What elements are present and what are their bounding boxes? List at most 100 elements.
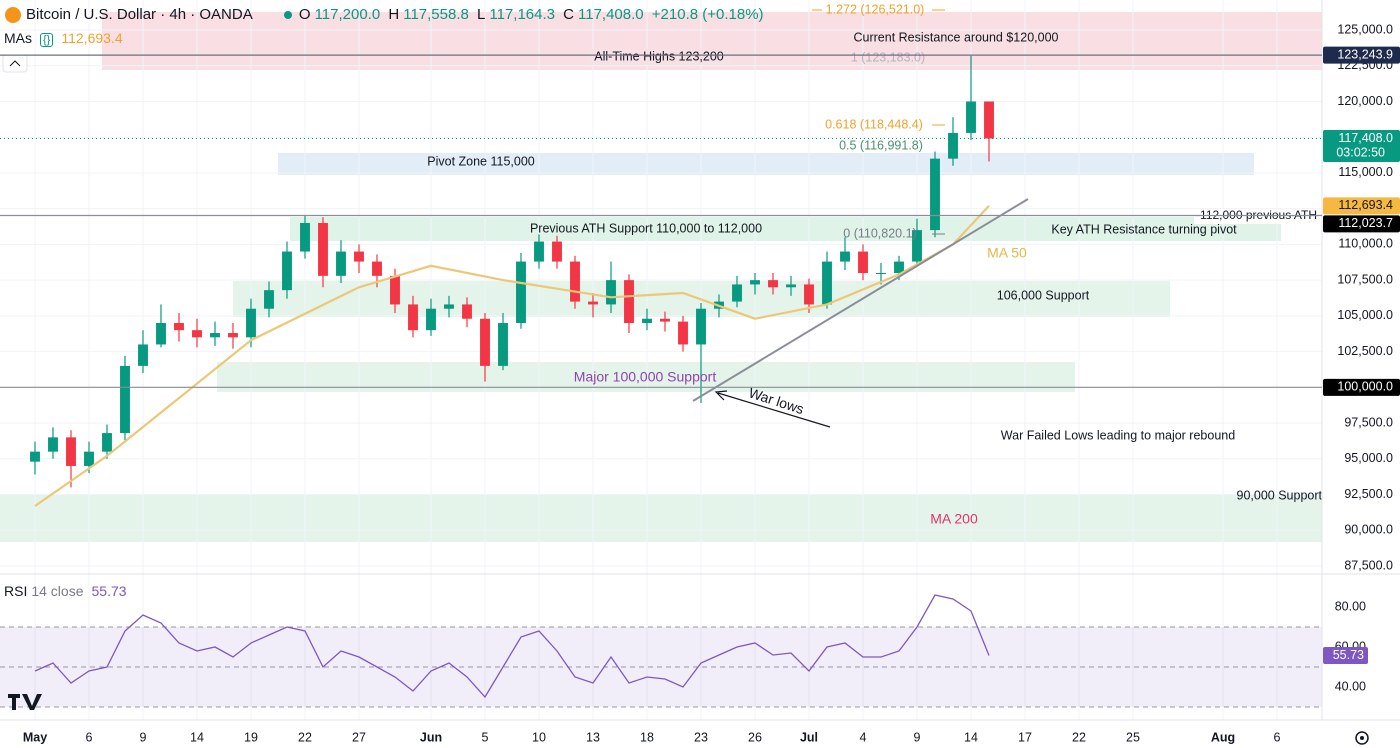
rsi-value: 55.73 [91,583,127,599]
x-tick-label: 14 [964,730,978,744]
pivot-zone [278,153,1254,175]
candle-body [462,304,472,319]
candle-body [444,304,454,309]
candle-body [732,284,742,302]
fib-label: 0.618 (118,448.4) [825,117,923,131]
annotation: Key ATH Resistance turning pivot [1051,222,1237,236]
candle-body [426,308,436,331]
settings-dot [1360,736,1364,740]
x-tick-label: 6 [86,730,93,744]
ma-label: MA 50 [987,245,1027,261]
candle-body [876,272,886,274]
ma-legend-value: 112,693.4 [61,30,123,46]
candle-body [246,308,256,338]
x-tick-label: 5 [482,730,489,744]
candle-body [930,158,940,231]
price-tag [1323,378,1400,396]
candle-body [966,101,976,133]
y-tick-label: 87,500.0 [1344,558,1393,572]
candle-body [282,251,292,291]
price-tag [1323,215,1400,233]
ath-support-zone [290,217,1281,241]
price-tag [1323,46,1400,64]
ohlc-value: 117,164.3 [489,6,555,23]
price-tag-label: 112,023.7 [1338,216,1393,230]
y-tick-label: 125,000.0 [1337,22,1393,36]
x-tick-label: Jul [800,730,818,744]
arrow-head [714,390,728,401]
x-tick-label: 4 [860,730,867,744]
candle-body [372,261,382,276]
candle-body [480,318,490,366]
x-tick-label: 10 [532,730,546,744]
candle-body [768,280,778,288]
y-tick-label: 80.00 [1335,599,1366,613]
candle-body [390,275,400,305]
candle-body [300,222,310,252]
fib-label: 0 (110,820.1) [843,226,916,240]
ma-settings[interactable]: {} [40,33,54,47]
candle-body [174,323,184,331]
symbol-title: Bitcoin / U.S. Dollar · 4h · OANDA [26,6,253,23]
x-tick-label: 9 [140,730,147,744]
candle-body [606,280,616,305]
x-tick-label: 13 [586,730,600,744]
x-tick-label: May [23,730,47,744]
annotation: MA 200 [930,511,978,527]
candle-body [102,433,112,452]
annotations: 1.272 (126,521.0) Current Resistance aro… [427,2,1322,526]
y-tick-label: 40.00 [1335,679,1366,693]
ma-legend: MAs {} 112,693.4 [4,30,123,47]
candle-body [516,261,526,324]
annotation: 90,000 Support [1237,488,1323,502]
x-tick-label: 23 [694,730,708,744]
candle-body [264,290,274,309]
candle-body [138,344,148,366]
x-tick-label: 22 [298,730,312,744]
x-tick-label: 25 [1126,730,1140,744]
annotation: All-Time Highs 123,200 [594,49,724,63]
rsi-title: RSI [4,583,28,599]
candle-body [822,261,832,305]
x-tick-label: 14 [190,730,204,744]
annotation: Previous ATH Support 110,000 to 112,000 [530,221,762,235]
fib-label: 1.272 (126,521.0) [826,2,925,16]
settings-button[interactable] [1355,731,1369,745]
candle-body [336,251,346,276]
candle-body [786,284,796,288]
price-tag-label: 112,693.4 [1338,198,1393,212]
collapse-button[interactable] [2,54,28,73]
candle-body [660,318,670,322]
y-tick-label: 105,000.0 [1337,308,1393,322]
x-tick-label: Aug [1211,730,1235,744]
candle-body [498,323,508,366]
candle-body [552,241,562,262]
rsi-tag-label: 55.73 [1333,648,1364,662]
x-tick-label: Jun [420,730,442,744]
candle-body [570,261,580,302]
x-tick-label: 18 [640,730,654,744]
fib-label: 1 (123,183.0) [851,50,925,64]
ma-legend-title: MAs [4,30,32,46]
arrow [717,392,831,428]
price-tag [1323,130,1400,163]
x-tick-label: 27 [352,730,366,744]
y-tick-label: 90,000.0 [1344,523,1393,537]
candle-body [30,451,40,462]
trendline [692,198,1029,402]
x-tick-label: 17 [1018,730,1032,744]
annotation: Current Resistance around $120,000 [854,30,1059,44]
rsi-tag [1323,647,1368,665]
annotation: War Failed Lows leading to major rebound [1001,428,1235,442]
ohlc-key: C [563,6,574,23]
rsi-subtitle: 14 close [31,583,84,599]
x-tick-label: 9 [914,730,921,744]
candle-body [120,365,130,434]
ohlc-value: 117,408.0 [578,6,644,23]
market-status[interactable] [284,11,292,19]
ohlc-key: H [388,6,400,23]
price-tag-label: 100,000.0 [1337,380,1393,394]
fib-label: 0.5 (116,991.8) [839,138,923,152]
